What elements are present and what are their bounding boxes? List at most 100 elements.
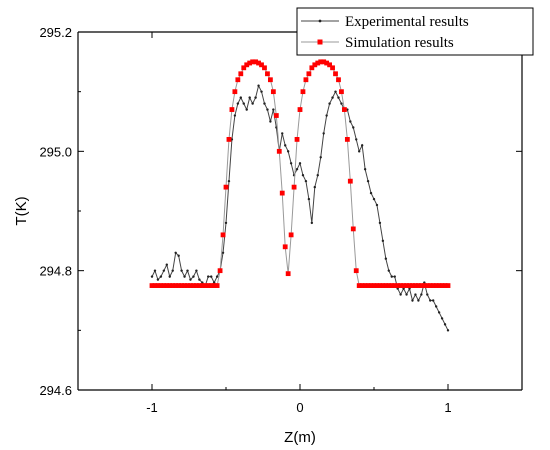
data-point [442, 283, 448, 288]
data-point [436, 283, 442, 288]
data-point [199, 283, 205, 288]
data-point [158, 283, 164, 288]
data-point [251, 102, 254, 105]
data-point [195, 269, 198, 272]
data-point [405, 293, 408, 296]
data-point [211, 283, 217, 288]
data-point [233, 114, 237, 117]
data-point [316, 174, 319, 177]
data-point [360, 144, 364, 147]
data-point [268, 77, 273, 83]
data-point [208, 283, 214, 288]
data-point [365, 283, 371, 288]
data-point [295, 168, 299, 171]
data-point [395, 283, 401, 288]
data-point [156, 278, 160, 281]
data-point [183, 275, 186, 278]
data-point [170, 283, 176, 288]
y-tick-label: 294.6 [39, 383, 72, 398]
data-point [344, 137, 350, 142]
data-point [420, 293, 423, 296]
data-point [355, 138, 358, 141]
data-point [398, 283, 404, 288]
data-point [289, 162, 293, 165]
data-point [202, 283, 208, 288]
data-point [179, 283, 184, 288]
data-point [220, 232, 226, 238]
legend-item-simulation: Simulation results [301, 35, 454, 51]
data-point [177, 254, 180, 257]
data-point [241, 65, 247, 71]
data-point [263, 102, 266, 105]
data-point [439, 283, 445, 288]
data-point [353, 268, 359, 274]
x-axis-ticks: -1 0 1 [77, 32, 523, 415]
data-point [270, 89, 276, 95]
data-point [242, 102, 245, 105]
data-point [347, 178, 353, 184]
data-point [432, 299, 435, 302]
data-point [149, 283, 155, 288]
data-point [433, 283, 439, 288]
data-point [227, 179, 231, 183]
data-point [381, 239, 385, 243]
data-point [256, 60, 261, 66]
data-point [304, 179, 308, 183]
data-point [389, 283, 395, 288]
legend-item-experimental: Experimental results [301, 14, 469, 30]
data-point [265, 71, 270, 77]
data-point [235, 77, 241, 83]
data-point [152, 283, 158, 288]
data-point [358, 150, 361, 153]
data-point [378, 221, 382, 225]
data-point [259, 62, 264, 68]
data-point [333, 71, 338, 77]
data-point [207, 275, 210, 278]
data-point [417, 299, 420, 302]
data-point [369, 191, 373, 195]
data-point [276, 148, 282, 154]
data-point [319, 156, 322, 159]
legend-label-experimental: Experimental results [345, 14, 469, 30]
data-point [315, 60, 321, 66]
y-axis-title: T(K) [13, 196, 30, 225]
series-simulation [149, 59, 451, 288]
data-point [188, 283, 193, 288]
data-point [321, 59, 327, 65]
data-point [176, 283, 182, 288]
legend-label-simulation: Simulation results [345, 35, 454, 51]
data-point [281, 132, 284, 135]
data-point [393, 275, 396, 278]
data-point [339, 89, 344, 95]
x-axis-title: Z(m) [284, 429, 316, 446]
data-point [384, 257, 388, 260]
data-point [253, 59, 258, 65]
data-point [155, 283, 161, 288]
data-point [401, 283, 406, 288]
data-point [257, 84, 260, 87]
data-point [291, 184, 297, 190]
data-point [429, 299, 432, 302]
data-point [334, 90, 337, 93]
data-point [167, 283, 173, 288]
y-tick-label: 295.2 [39, 25, 72, 40]
data-point [416, 283, 421, 288]
y-tick-label: 295.0 [39, 144, 72, 159]
data-point [307, 197, 311, 201]
data-point [162, 269, 166, 272]
x-tick-label: 0 [296, 400, 303, 415]
data-point [301, 174, 305, 177]
data-point [232, 89, 238, 95]
data-point [372, 197, 376, 201]
data-point [404, 283, 409, 288]
data-point [390, 275, 393, 278]
legend-marker-experimental [318, 19, 322, 23]
data-point [331, 96, 334, 99]
data-point [399, 293, 402, 296]
data-point [198, 278, 201, 281]
data-point [386, 283, 392, 288]
x-tick-label: 1 [444, 400, 451, 415]
data-point [366, 179, 370, 183]
y-axis-ticks: 294.6 294.8 295.0 295.2 [39, 25, 522, 398]
data-point [279, 190, 285, 196]
